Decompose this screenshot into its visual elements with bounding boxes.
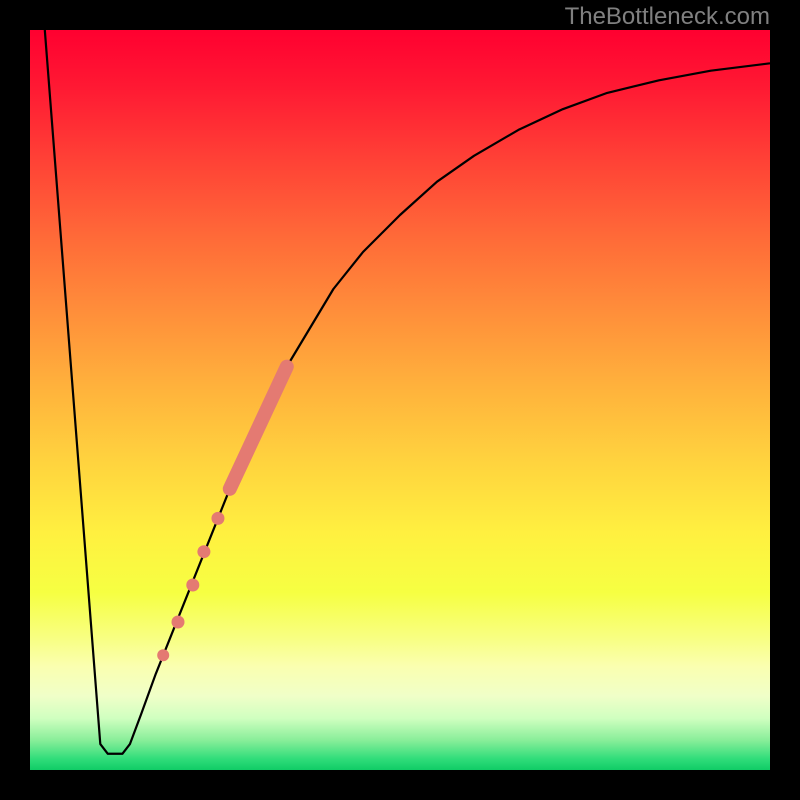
marker-dot bbox=[186, 579, 199, 592]
gradient-background bbox=[30, 30, 770, 770]
marker-dot bbox=[197, 545, 210, 558]
marker-dot bbox=[211, 512, 224, 525]
plot-area bbox=[30, 30, 770, 770]
marker-dot bbox=[157, 649, 169, 661]
marker-dot bbox=[172, 616, 185, 629]
watermark-text: TheBottleneck.com bbox=[565, 3, 770, 31]
plot-svg bbox=[30, 30, 770, 770]
chart-container: TheBottleneck.com bbox=[0, 0, 800, 800]
